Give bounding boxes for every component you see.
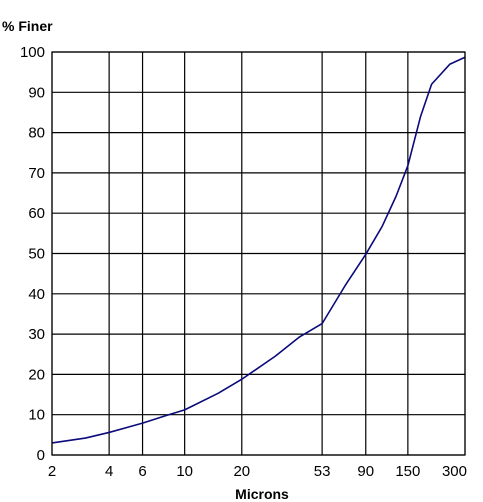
x-tick-label: 6 (138, 463, 146, 480)
y-tick-label: 90 (28, 84, 45, 101)
x-tick-label: 10 (176, 463, 193, 480)
x-tick-label: 300 (442, 463, 467, 480)
y-tick-label: 60 (28, 205, 45, 222)
x-tick-labels: 2 4 6 10 20 53 90 150 300 (48, 463, 467, 480)
x-tick-label: 53 (314, 463, 331, 480)
y-tick-label: 50 (28, 246, 45, 263)
y-tick-label: 80 (28, 125, 45, 142)
y-tick-label: 10 (28, 407, 45, 424)
y-tick-label: 40 (28, 286, 45, 303)
y-tick-label: 0 (37, 447, 45, 464)
series-layer (51, 56, 466, 444)
y-axis-title: % Finer (2, 18, 53, 34)
x-tick-label: 150 (395, 463, 420, 480)
grid (51, 51, 466, 456)
x-tick-label: 90 (357, 463, 374, 480)
x-axis-title: Microns (235, 486, 289, 502)
x-tick-label: 20 (233, 463, 250, 480)
y-tick-label: 30 (28, 326, 45, 343)
y-tick-labels: 0 10 20 30 40 50 60 70 80 90 100 (20, 44, 45, 464)
x-tick-label: 4 (105, 463, 113, 480)
series-line (51, 56, 466, 444)
plot-frame (51, 51, 466, 456)
x-tick-label: 2 (48, 463, 56, 480)
y-tick-label: 70 (28, 165, 45, 182)
y-tick-label: 20 (28, 366, 45, 383)
y-tick-label: 100 (20, 44, 45, 61)
